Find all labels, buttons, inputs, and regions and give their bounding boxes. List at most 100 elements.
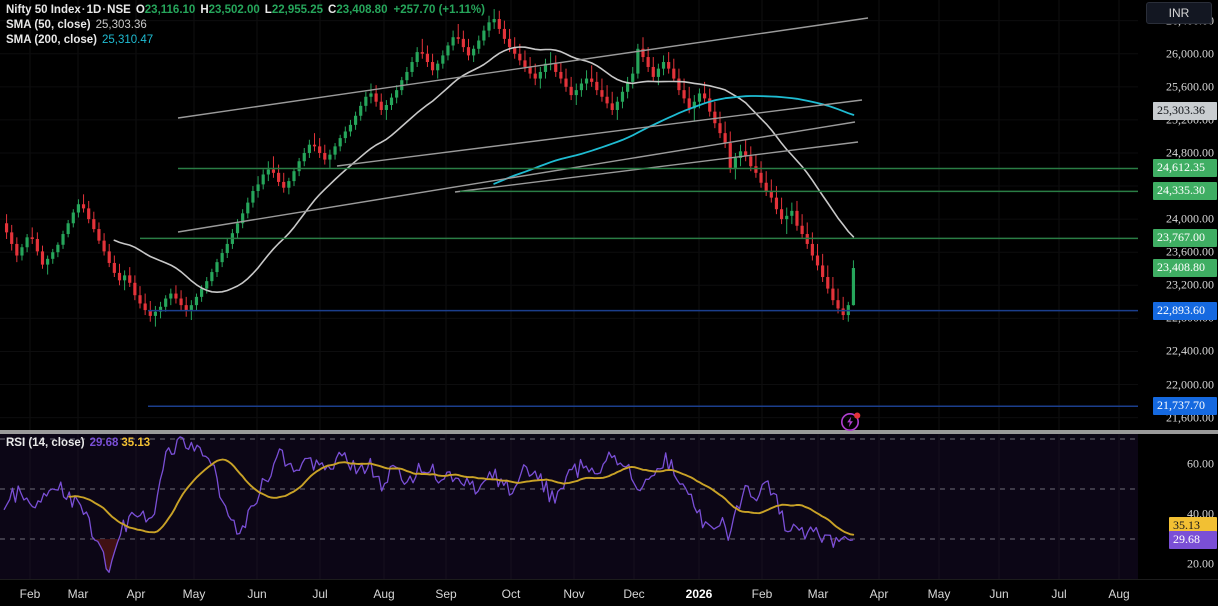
time-axis-tick: Jun: [247, 587, 267, 601]
candle-body: [287, 181, 291, 188]
candle-body: [815, 255, 820, 266]
candle-body: [343, 131, 347, 139]
candle-body: [543, 63, 548, 72]
candle-body: [200, 288, 204, 297]
candle-body: [123, 275, 127, 281]
pane-separator[interactable]: [0, 430, 1218, 434]
candle-body: [461, 38, 465, 48]
rsi-axis[interactable]: 60.00 40.00 20.00 35.13 29.68: [1138, 434, 1218, 579]
sma50-price-badge[interactable]: 25,303.36: [1153, 102, 1217, 121]
candle-body: [76, 204, 81, 213]
candle-body: [117, 272, 122, 281]
candle-body: [143, 303, 147, 311]
time-axis[interactable]: Feb Mar Apr May Jun Jul Aug Sep Oct Nov Dec 2026 Feb…: [0, 579, 1218, 606]
time-axis-tick: Sep: [435, 587, 457, 601]
rsi-chart-svg[interactable]: [0, 434, 1138, 579]
candle-body: [785, 215, 789, 220]
candle-body: [225, 243, 229, 254]
inner-lower[interactable]: [454, 141, 859, 193]
candle-body: [333, 146, 337, 155]
candle-body: [513, 47, 517, 54]
candle-body: [507, 38, 512, 48]
rsi-ma-badge[interactable]: 35.13: [1169, 517, 1217, 536]
rsi-axis-tick: 60.00: [1187, 456, 1214, 471]
candle-body: [241, 213, 245, 224]
candle-body: [348, 124, 353, 132]
candle-body: [533, 73, 537, 79]
rsi-value-badge[interactable]: 29.68: [1169, 530, 1217, 549]
events-lightning-icon[interactable]: [840, 410, 862, 432]
candle-body: [821, 265, 825, 278]
blue-level-2-badge[interactable]: 21,737.70: [1153, 397, 1217, 416]
candles-group: [4, 9, 856, 327]
candle-body: [559, 71, 563, 79]
candle-body: [369, 93, 373, 97]
time-axis-tick: May: [927, 587, 951, 601]
candle-body: [790, 210, 794, 216]
candle-body: [56, 244, 60, 253]
last-price-badge[interactable]: 23,408.80: [1153, 259, 1217, 278]
candle-body: [10, 232, 14, 244]
price-axis-tick: 26,000.00: [1166, 46, 1214, 61]
candle-body: [692, 101, 696, 109]
candle-body: [441, 55, 445, 64]
price-axis[interactable]: 26,400.0026,000.0025,600.0025,200.0024,8…: [1138, 0, 1218, 430]
blue-level-1-badge[interactable]: 22,893.60: [1153, 301, 1217, 320]
candle-body: [492, 19, 496, 23]
candle-body: [841, 308, 845, 316]
resistance-1-badge[interactable]: 24,612.35: [1153, 159, 1217, 178]
time-axis-tick: Jun: [989, 587, 1009, 601]
time-axis-tick: May: [182, 587, 206, 601]
candle-body: [87, 208, 91, 220]
candle-body: [415, 52, 419, 63]
channel-lower[interactable]: [177, 121, 856, 233]
inner-upper[interactable]: [336, 99, 863, 167]
candle-body: [323, 152, 327, 160]
candle-body: [112, 262, 116, 273]
candle-body: [353, 115, 358, 125]
candle-body: [687, 98, 691, 109]
candle-body: [682, 90, 686, 99]
candle-body: [97, 229, 101, 241]
candle-body: [384, 105, 388, 110]
candle-body: [677, 78, 681, 91]
candle-body: [282, 181, 286, 188]
candle-body: [220, 253, 224, 263]
support-1-badge[interactable]: 23,767.00: [1153, 229, 1217, 248]
candle-body: [831, 288, 835, 301]
candle-body: [718, 123, 722, 134]
channel-upper[interactable]: [177, 17, 869, 119]
candle-body: [266, 169, 270, 175]
candle-body: [153, 311, 158, 316]
candle-body: [256, 184, 260, 192]
candle-body: [246, 202, 250, 214]
currency-label[interactable]: INR: [1146, 2, 1212, 24]
candle-body: [194, 296, 199, 306]
time-axis-tick: Apr: [869, 587, 889, 601]
candle-body: [667, 62, 671, 69]
rsi-line: [3, 436, 854, 573]
candle-body: [364, 96, 368, 106]
resistance-2-badge[interactable]: 24,335.30: [1153, 182, 1217, 201]
candle-body: [405, 71, 409, 81]
price-axis-tick: 22,400.00: [1166, 343, 1214, 358]
time-axis-tick: Dec: [623, 587, 645, 601]
time-axis-tick: 2026: [685, 587, 713, 601]
candle-body: [102, 240, 106, 252]
time-axis-tick: Feb: [19, 587, 41, 601]
candle-body: [395, 90, 399, 98]
time-axis-tick: Jul: [1051, 587, 1067, 601]
price-pane[interactable]: [0, 0, 1138, 430]
candle-body: [359, 105, 363, 116]
candle-body: [210, 272, 214, 282]
rsi-pane[interactable]: [0, 434, 1138, 579]
candle-body: [651, 66, 655, 77]
candle-body: [174, 293, 178, 299]
price-chart-svg[interactable]: [0, 0, 1138, 430]
candle-body: [46, 258, 50, 265]
candle-body: [81, 204, 86, 209]
candle-body: [672, 68, 676, 79]
candle-body: [164, 298, 168, 307]
rsi-axis-tick: 20.00: [1187, 556, 1214, 571]
candle-body: [584, 78, 589, 84]
